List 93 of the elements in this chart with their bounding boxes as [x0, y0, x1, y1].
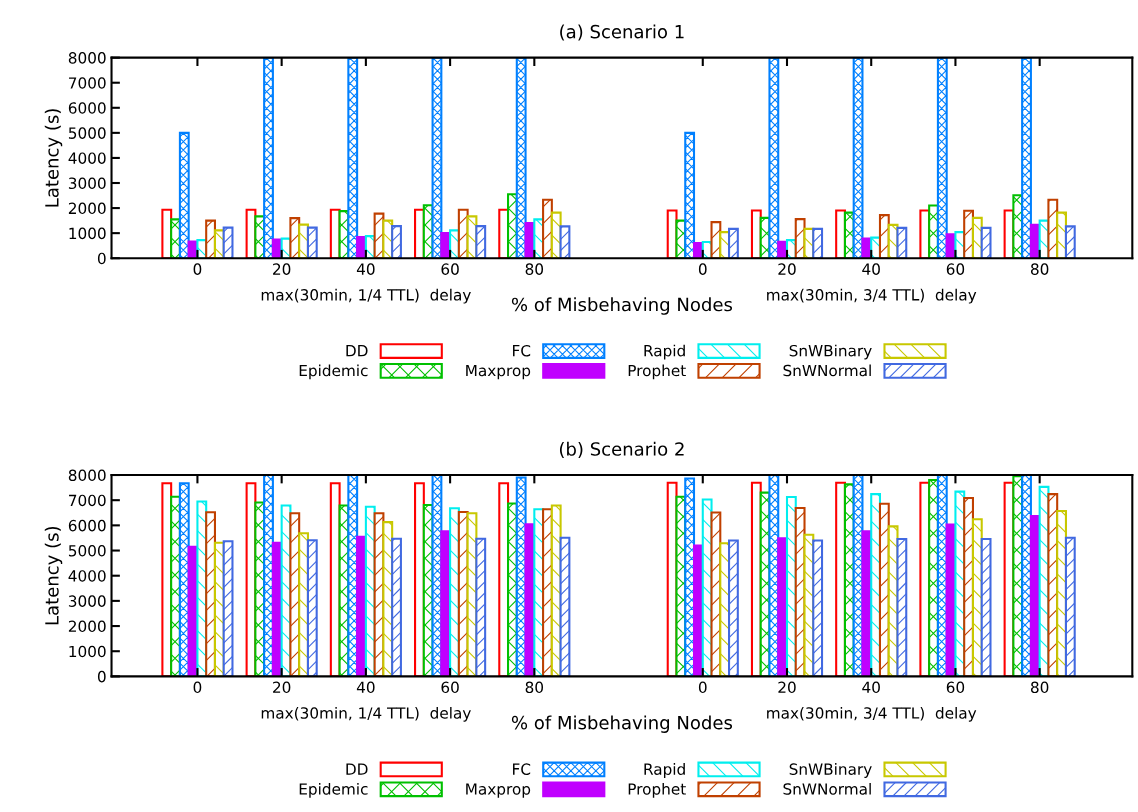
x-tick-label: 40 [862, 263, 880, 275]
x-tick-label: 80 [1030, 263, 1049, 275]
y-tick-label: 4000 [68, 570, 106, 582]
text: max(30min, 3/4 TTL) delay [767, 288, 977, 304]
legend-label: SnWNormal [783, 364, 871, 377]
x-tick-label: 20 [273, 263, 291, 275]
x-tick-label: 20 [778, 263, 796, 275]
bar [347, 57, 359, 259]
legend-label: Maxprop [466, 364, 531, 380]
x-tick-label: 40 [356, 681, 375, 694]
bar [896, 226, 908, 259]
x-tick-label: 60 [946, 263, 965, 275]
legend-label: Epidemic [299, 782, 368, 798]
bar [980, 537, 992, 677]
y-tick-label: 4000 [68, 152, 106, 164]
bar [475, 225, 487, 259]
y-tick-label: 5000 [68, 127, 106, 139]
y-tick-label: 8000 [68, 52, 106, 64]
chart-title: (a) Scenario 1 [560, 24, 684, 41]
y-tick-label: 3000 [68, 177, 106, 190]
legend-label: SnWNormal [783, 782, 871, 795]
x-tick-label: 80 [1030, 681, 1049, 694]
y-tick-label: 8000 [68, 469, 106, 482]
y-tick-label: 6000 [68, 519, 106, 532]
x-axis-title: % of Misbehaving Nodes [511, 297, 733, 315]
y-tick-label: 2000 [68, 202, 106, 215]
chart-title: (b) Scenario 2 [559, 441, 684, 458]
bar [896, 537, 908, 677]
x-tick-label: 0 [193, 263, 202, 275]
x-tick-label: 40 [862, 681, 880, 694]
bar [812, 227, 824, 259]
bar [1064, 225, 1076, 259]
legend-label: SnWBinary [789, 344, 872, 360]
legend-label: Rapid [644, 763, 685, 778]
bar [1021, 57, 1032, 259]
bar [475, 537, 487, 677]
x-tick-label: 0 [698, 263, 707, 275]
legend-label: FC [513, 763, 531, 775]
bar [812, 539, 824, 677]
bar [178, 131, 190, 259]
text: max(30min, 3/4 TTL) delay [767, 706, 977, 722]
bar [306, 539, 318, 677]
x-axis-title: % of Misbehaving Nodes [511, 715, 733, 733]
x-tick-label: 0 [698, 681, 707, 694]
legend-label: DD [346, 345, 368, 357]
y-tick-label: 2000 [68, 620, 106, 633]
x-tick-label: 40 [356, 263, 375, 275]
bar [559, 225, 571, 259]
y-tick-label: 0 [97, 670, 106, 683]
bar [1064, 536, 1076, 677]
bar [222, 540, 234, 677]
y-tick-label: 5000 [68, 545, 106, 557]
y-tick-label: 1000 [69, 227, 106, 240]
legend-label: DD [346, 763, 368, 775]
x-tick-label: 0 [193, 681, 202, 694]
bar [980, 226, 992, 259]
x-tick-label: 80 [525, 263, 544, 275]
bar [263, 57, 274, 259]
y-tick-label: 7000 [69, 494, 106, 507]
x-tick-label: 20 [273, 681, 291, 694]
bar [684, 131, 696, 259]
legend-label: SnWBinary [789, 763, 872, 778]
y-axis-title: Latency (s) [44, 109, 63, 207]
x-tick-label: 60 [441, 681, 459, 694]
bar [306, 226, 318, 259]
bar [391, 537, 402, 677]
bar [852, 57, 864, 259]
legend-label: Maxprop [466, 783, 531, 798]
bar [391, 225, 402, 259]
y-tick-label: 6000 [68, 102, 106, 114]
text: max(30min, 1/4 TTL) delay [261, 706, 471, 722]
bar [728, 227, 739, 259]
bar [222, 226, 234, 259]
legend-label: Prophet [628, 364, 686, 380]
legend-label: FC [513, 344, 531, 357]
bar [936, 57, 948, 259]
bar [728, 539, 739, 677]
text: max(30min, 1/4 TTL) delay [261, 288, 471, 304]
legend-label: Epidemic [299, 364, 368, 380]
y-tick-label: 7000 [69, 77, 106, 89]
legend-label: Rapid [644, 344, 685, 360]
y-tick-label: 0 [97, 252, 106, 265]
legend-label: Prophet [628, 782, 686, 798]
x-tick-label: 60 [946, 681, 965, 694]
x-tick-label: 80 [525, 681, 544, 694]
bar [768, 57, 780, 259]
y-tick-label: 1000 [69, 645, 106, 658]
bar [515, 57, 527, 259]
x-tick-label: 20 [778, 681, 796, 694]
y-axis-title: Latency (s) [44, 526, 63, 625]
y-tick-label: 3000 [68, 595, 106, 607]
x-tick-label: 60 [441, 263, 459, 275]
bar [559, 536, 571, 677]
